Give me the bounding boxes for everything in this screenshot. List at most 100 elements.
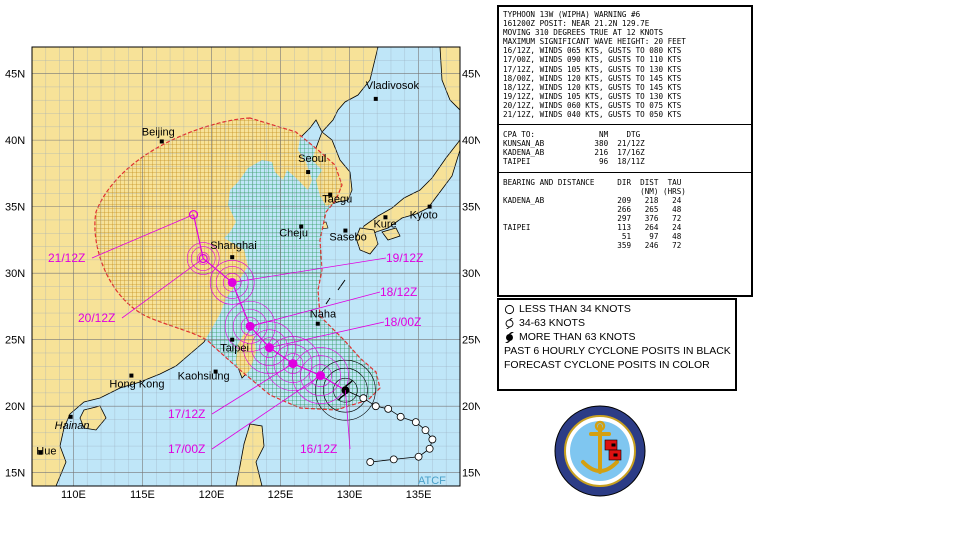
past-position-marker: [396, 412, 405, 421]
city-dot: [306, 170, 311, 175]
city-dot: [328, 192, 333, 197]
atcf-credit: ATCF: [418, 475, 446, 487]
info-line: KADENA_AB 209 218 24: [503, 195, 682, 205]
info-line: TAIPEI 96 18/11Z: [503, 157, 645, 167]
forecast-time-label: 18/00Z: [384, 315, 421, 329]
forecast-position-marker: [198, 253, 208, 264]
wind-radius-ring: [259, 337, 280, 358]
wind-radius-ring: [300, 355, 341, 396]
city-label: Kyoto: [410, 210, 438, 222]
info-line: 17/00Z, WINDS 090 KTS, GUSTS TO 110 KTS: [503, 55, 682, 65]
city-dot: [373, 96, 378, 101]
forecast-labels: 16/12Z 17/00Z 17/12Z 18/00Z 18/12Z 19/12Z 20/1…: [48, 214, 423, 456]
info-line: 18/12Z, WINDS 120 KTS, GUSTS TO 145 KTS: [503, 82, 682, 92]
city-label: Hong Kong: [109, 379, 164, 391]
legend-row-lt34: LESS THAN 34 KNOTS: [504, 302, 730, 316]
danger-area-outline: [94, 117, 381, 411]
lat-tick-left: 20N: [5, 401, 25, 413]
symbol-legend: LESS THAN 34 KNOTS 34-63 KNOTS MORE THAN…: [497, 298, 737, 391]
forecast-time-label: 20/12Z: [78, 311, 115, 325]
lon-tick: 125E: [268, 489, 294, 501]
info-line: 266 265 48: [503, 204, 682, 214]
city-label: Kaohsiung: [178, 371, 230, 383]
past-position-marker: [428, 435, 437, 444]
past-track: [345, 389, 437, 466]
lon-tick: 115E: [130, 489, 155, 501]
wind-radii: [186, 242, 376, 421]
info-line: 21/12Z, WINDS 040 KTS, GUSTS TO 050 KTS: [503, 110, 682, 120]
past-position-marker: [389, 455, 398, 464]
info-line: MOVING 310 DEGREES TRUE AT 12 KNOTS: [503, 28, 664, 38]
forecast-track-line: [192, 214, 346, 391]
city-label: Vladivosok: [366, 80, 420, 92]
info-line: 16/12Z, WINDS 065 KTS, GUSTS TO 080 KTS: [503, 46, 682, 56]
past-position-marker: [384, 404, 393, 413]
past-position-marker: [414, 452, 423, 461]
label-leader-line: [91, 214, 194, 259]
wind-radius-ring: [190, 246, 216, 271]
bearing-distance-block: BEARING AND DISTANCE DIR DIST TAU (NM) (…: [503, 178, 747, 251]
lon-tick: 135E: [406, 489, 432, 501]
lat-tick-right: 30N: [462, 268, 480, 280]
city-dot: [38, 450, 43, 455]
wind-radius-ring: [315, 359, 376, 421]
info-line: 18/00Z, WINDS 120 KTS, GUSTS TO 145 KTS: [503, 73, 682, 83]
map-border: [31, 46, 461, 487]
wind-radius-ring: [282, 353, 304, 374]
forecast-track: [188, 210, 353, 401]
info-line: 161200Z POSIT: NEAR 21.2N 129.7E: [503, 19, 650, 29]
info-line: BEARING AND DISTANCE DIR DIST TAU: [503, 177, 682, 187]
wind-radius-ring: [323, 367, 368, 413]
forecast-time-label: 21/12Z: [48, 251, 85, 265]
jtwc-seal-logo: [554, 405, 646, 497]
city-label: Sasebo: [329, 232, 366, 244]
wind-radius-ring: [209, 260, 255, 305]
city-dot: [343, 228, 348, 233]
wind-radius-ring: [240, 317, 260, 336]
wind-radius-ring: [309, 364, 332, 387]
info-line: TAIPEI 113 264 24: [503, 222, 682, 232]
past-position-marker: [371, 402, 380, 411]
past-position-marker: [411, 418, 420, 427]
lon-tick: 130E: [337, 489, 363, 501]
half-typhoon-icon: [505, 317, 514, 329]
info-line: KUNSAN_AB 380 21/12Z: [503, 139, 645, 149]
axis-ticks: 15N 15N 20N 20N 25N 25N 30N 30N 35N 35N 40N 40N 45N 4…: [5, 69, 480, 501]
label-leader-line: [345, 390, 351, 450]
forecast-map: Beijing Seoul Taegu Vladivosok Kyoto Kure Sase…: [5, 46, 480, 501]
lat-tick-left: 30N: [5, 268, 25, 280]
city-dot: [230, 255, 235, 260]
legend-label: MORE THAN 63 KNOTS: [519, 331, 636, 343]
city-label: Naha: [310, 309, 337, 321]
info-line: KADENA_AB 216 17/16Z: [503, 148, 645, 158]
city-label: Kure: [373, 218, 396, 230]
city-markers: Beijing Seoul Taegu Vladivosok Kyoto Kure Sase…: [36, 80, 437, 458]
city-label: Shanghai: [210, 240, 257, 252]
legend-row-gt63: MORE THAN 63 KNOTS: [504, 330, 730, 344]
city-dot: [68, 414, 73, 419]
info-line: MAXIMUM SIGNIFICANT WAVE HEIGHT: 20 FEET: [503, 37, 686, 47]
hokkaido: [439, 47, 460, 111]
city-dot: [230, 337, 235, 342]
info-line: 20/12Z, WINDS 060 KTS, GUSTS TO 075 KTS: [503, 100, 682, 110]
wind-radius-ring: [215, 266, 249, 299]
lat-tick-right: 35N: [462, 202, 480, 214]
warning-info-panel: TYPHOON 13W (WIPHA) WARNING #6 161200Z PO…: [497, 5, 753, 297]
forecast-time-label: 17/12Z: [168, 407, 205, 421]
wind-radius-ring: [273, 344, 313, 383]
open-circle-icon: [504, 304, 515, 314]
label-leader-line: [211, 363, 294, 415]
legend-label: 34-63 KNOTS: [519, 317, 585, 329]
wind-radius-ring: [186, 242, 220, 275]
forecast-time-label: 18/12Z: [380, 285, 417, 299]
city-dot: [159, 139, 164, 144]
city-label: Beijing: [142, 126, 175, 138]
typhoon-symbol: [337, 379, 353, 401]
forecast-time-label: 16/12Z: [300, 442, 337, 456]
city-dot: [383, 215, 388, 220]
forecast-time-label: 19/12Z: [386, 251, 423, 265]
city-dot: [299, 224, 304, 229]
forecast-position-marker: [188, 210, 199, 220]
cpa-block: CPA TO: NM DTG KUNSAN_AB 380 21/12Z KADENA…: [503, 130, 747, 166]
info-line: 359 246 72: [503, 241, 682, 251]
